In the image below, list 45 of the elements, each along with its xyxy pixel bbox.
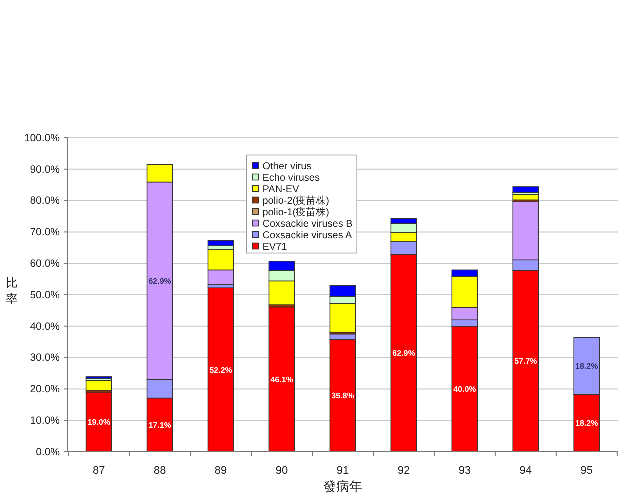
bar bbox=[512, 186, 540, 194]
data-label: 35.8% bbox=[332, 392, 354, 401]
legend-label: PAN-EV bbox=[262, 184, 300, 196]
data-label: 57.7% bbox=[514, 357, 538, 366]
x-tick-label: 95 bbox=[580, 464, 594, 477]
data-label: 52.2% bbox=[210, 366, 232, 375]
legend-label: polio-1(疫苗株) bbox=[262, 206, 330, 218]
x-tick-label: 87 bbox=[92, 464, 106, 477]
x-tick-label: 93 bbox=[458, 464, 472, 477]
data-label: 19.0% bbox=[88, 418, 110, 427]
data-label: 62.9% bbox=[392, 349, 416, 358]
y-tick-label: 10.0% bbox=[30, 414, 60, 427]
y-tick-label: 70.0% bbox=[30, 226, 60, 239]
x-tick-label: 92 bbox=[398, 464, 410, 477]
bar bbox=[268, 306, 296, 452]
legend-label: Echo viruses bbox=[262, 172, 320, 184]
x-tick-label: 94 bbox=[520, 464, 532, 477]
y-tick-label: 90.0% bbox=[30, 164, 60, 176]
y-tick-label: 100.0% bbox=[24, 132, 60, 144]
x-tick-label: 88 bbox=[154, 464, 166, 477]
legend-label: EV71 bbox=[262, 242, 288, 253]
data-label: 62.9% bbox=[148, 276, 172, 286]
legend-label: Coxsackie viruses A bbox=[262, 230, 353, 242]
x-tick-label: 89 bbox=[214, 464, 228, 477]
x-axis-title: 發病年 bbox=[324, 479, 362, 494]
legend-label: polio-2(疫苗株) bbox=[262, 194, 330, 207]
data-label: 18.2% bbox=[576, 419, 598, 428]
y-axis-title: 比率 bbox=[6, 276, 18, 306]
x-tick-label: 90 bbox=[276, 464, 288, 477]
y-tick-label: 80.0% bbox=[30, 195, 60, 208]
data-label: 46.1% bbox=[270, 375, 294, 384]
bar bbox=[208, 240, 234, 246]
legend-label: Other virus bbox=[262, 161, 312, 172]
y-tick-label: 50.0% bbox=[30, 289, 60, 302]
data-label: 40.0% bbox=[454, 385, 476, 394]
x-tick-label: 91 bbox=[336, 464, 350, 477]
y-tick-label: 40.0% bbox=[30, 320, 60, 333]
data-label: 18.2% bbox=[576, 362, 598, 372]
legend-label: Coxsackie viruses B bbox=[262, 218, 354, 230]
bar bbox=[208, 288, 234, 452]
data-label: 17.1% bbox=[148, 420, 172, 430]
y-tick-label: 60.0% bbox=[30, 258, 60, 270]
y-tick-label: 20.0% bbox=[30, 384, 60, 396]
y-tick-label: 0.0% bbox=[36, 446, 60, 458]
y-tick-label: 30.0% bbox=[30, 352, 60, 364]
